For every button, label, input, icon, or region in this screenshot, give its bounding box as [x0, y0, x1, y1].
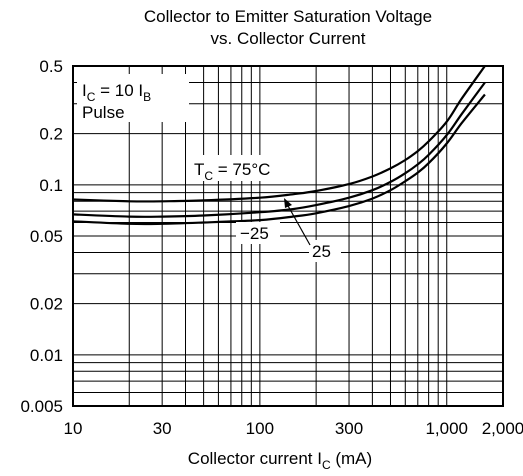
y-tick-label: 0.05 [30, 227, 63, 246]
y-tick-label: 0.5 [39, 57, 63, 76]
y-tick-label: 0.1 [39, 176, 63, 195]
condition-label-line-2: Pulse [82, 103, 125, 122]
condition-label-background [77, 74, 189, 122]
series-labels: TC = 75°C −25 25 [190, 155, 341, 262]
series-label-bg [190, 155, 304, 181]
chart-title-line-1: Collector to Emitter Saturation Voltage [144, 7, 432, 26]
x-tick-label: 300 [335, 419, 363, 438]
series-line [73, 93, 486, 226]
y-tick-label: 0.005 [20, 397, 63, 416]
condition-label-line-1: IC = 10 IB [82, 81, 151, 104]
series-label-bg [236, 222, 280, 244]
x-tick-label: 1,000 [425, 419, 468, 438]
y-tick-label: 0.02 [30, 295, 63, 314]
y-tick-label: 0.2 [39, 125, 63, 144]
leader-arrowhead [284, 198, 292, 208]
series-line [73, 81, 486, 218]
series-label-minus25: −25 [240, 224, 269, 243]
x-axis-title: Collector current IC (mA) [188, 449, 372, 472]
series-label-25: 25 [312, 242, 331, 261]
grid-lines [73, 66, 503, 406]
plot-frame [72, 65, 504, 407]
series-label-bg [309, 240, 341, 262]
x-tick-label: 2,000 [482, 419, 523, 438]
tick-labels: 10 30 100 300 1,000 2,000 0.5 0.2 0.1 0.05 0.02 0.0… [20, 57, 523, 438]
series-line [73, 66, 486, 203]
chart-title-line-2: vs. Collector Current [211, 29, 366, 48]
x-tick-label: 10 [64, 419, 83, 438]
curves [73, 66, 486, 226]
x-tick-label: 100 [246, 419, 274, 438]
series-label-leader [286, 203, 311, 246]
series-label-75c: TC = 75°C [194, 160, 270, 183]
x-tick-label: 30 [153, 419, 172, 438]
y-tick-label: 0.01 [30, 346, 63, 365]
